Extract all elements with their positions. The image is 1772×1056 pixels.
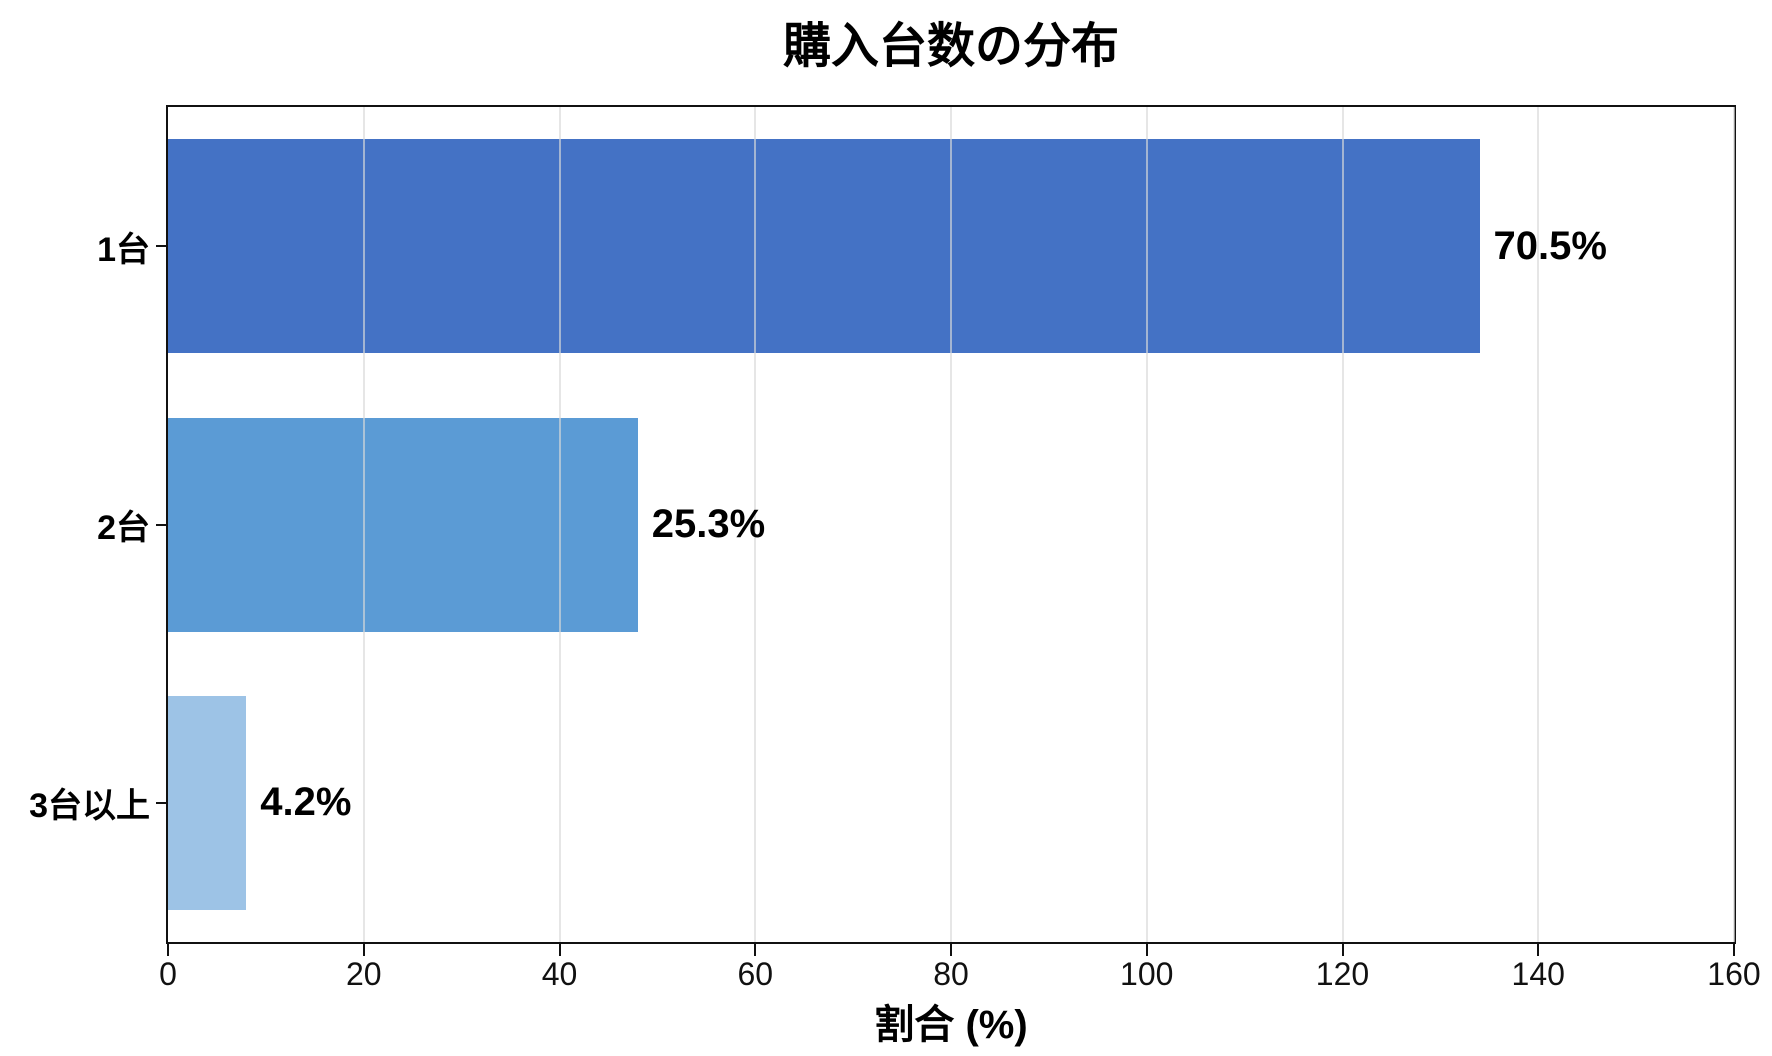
x-tick-mark (1145, 944, 1148, 956)
x-tick-label: 120 (1315, 956, 1370, 992)
x-tick-label: 20 (345, 956, 382, 992)
x-tick-mark (1537, 944, 1540, 956)
y-tick-label: 3台以上 (29, 787, 150, 826)
x-tick-mark (558, 944, 561, 956)
bar-value-label: 70.5% (1493, 223, 1607, 268)
x-tick-mark (1733, 944, 1735, 956)
x-tick-label: 100 (1120, 956, 1174, 992)
plot-area (166, 105, 1736, 944)
x-tick-label: 0 (159, 956, 177, 992)
bar (168, 417, 638, 632)
gridline (1145, 107, 1148, 942)
y-tick-label: 1台 (97, 230, 150, 269)
bar (168, 139, 1480, 354)
x-tick-mark (950, 944, 952, 956)
gridline (558, 107, 561, 942)
gridline (1341, 107, 1344, 942)
y-tick-mark (156, 801, 166, 804)
x-tick-label: 60 (737, 956, 774, 992)
x-tick-mark (1341, 944, 1344, 956)
bar-value-label: 4.2% (260, 780, 352, 825)
x-tick-mark (754, 944, 757, 956)
y-tick-label: 2台 (97, 509, 150, 547)
gridline (1733, 107, 1735, 942)
y-tick-mark (156, 245, 166, 248)
x-tick-mark (167, 944, 169, 956)
x-tick-mark (362, 944, 365, 956)
y-tick-mark (156, 523, 166, 526)
gridline (1537, 107, 1540, 942)
gridline (362, 107, 365, 942)
x-tick-label: 40 (541, 956, 578, 992)
x-tick-label: 140 (1511, 956, 1565, 992)
chart-title: 購入台数の分布 (782, 20, 1119, 73)
bar (168, 695, 247, 910)
x-axis-label: 割合 (%) (874, 1003, 1028, 1047)
x-tick-label: 80 (933, 956, 969, 992)
bar-value-label: 25.3% (651, 502, 766, 546)
x-tick-label: 160 (1707, 956, 1761, 992)
gridline (754, 107, 757, 942)
gridline (950, 107, 952, 942)
